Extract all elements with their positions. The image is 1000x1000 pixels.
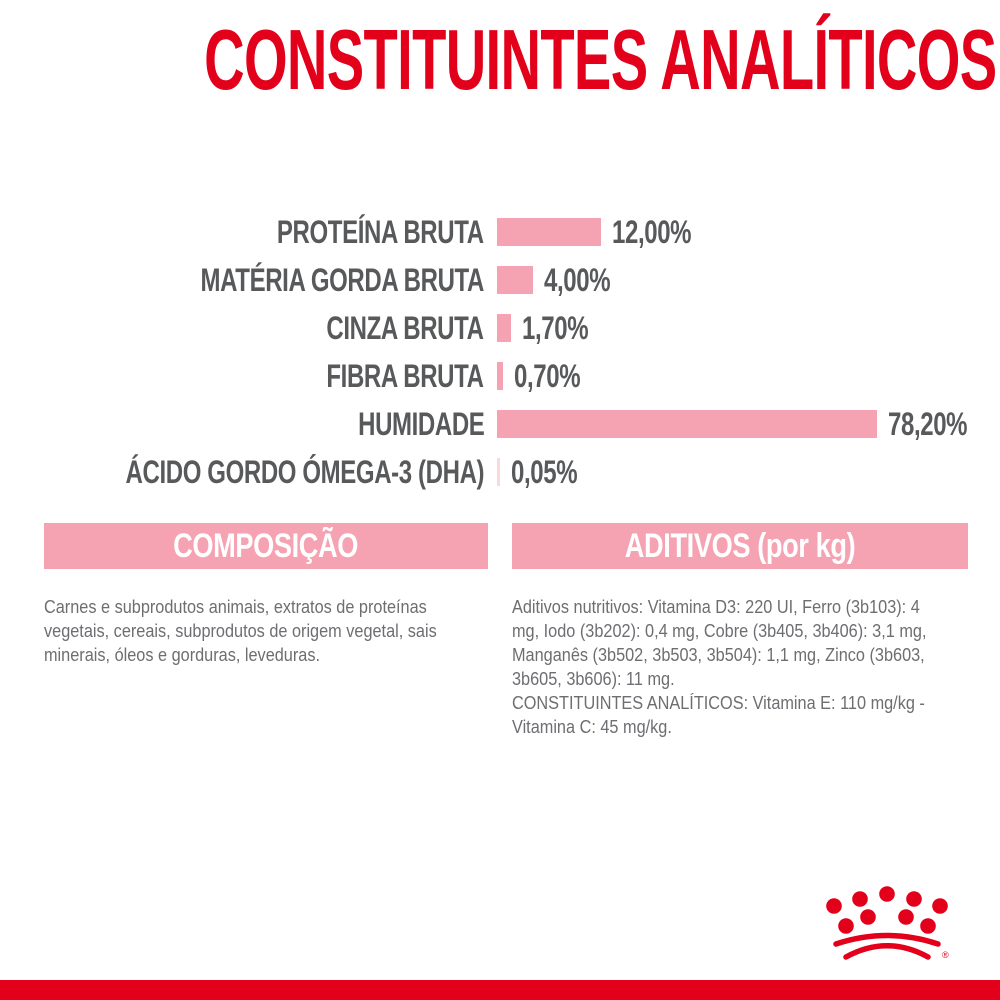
composition-header: COMPOSIÇÃO — [44, 523, 488, 569]
additives-heading-label: ADITIVOS (por kg) — [624, 526, 856, 565]
chart-bar — [497, 362, 503, 390]
chart-category-label: PROTEÍNA BRUTA — [0, 214, 484, 251]
chart-value: 0,70% — [514, 358, 602, 395]
info-columns: COMPOSIÇÃO Carnes e subprodutos animais,… — [44, 523, 968, 739]
chart-row: HUMIDADE 78,20% — [0, 400, 1000, 448]
chart-value-text: 1,70% — [522, 309, 589, 346]
chart-category-label: CINZA BRUTA — [0, 309, 485, 347]
chart-row: MATÉRIA GORDA BRUTA 4,00% — [0, 256, 1000, 304]
chart-bar — [497, 458, 500, 486]
chart-value: 12,00% — [612, 214, 718, 251]
chart-row: PROTEÍNA BRUTA 12,00% — [0, 208, 1000, 256]
page-title-text: CONSTITUINTES ANALÍTICOS — [204, 13, 997, 108]
crown-dots — [826, 886, 948, 934]
chart-row: FIBRA BRUTA 0,70% — [0, 352, 1000, 400]
chart-category-label-text: PROTEÍNA BRUTA — [277, 213, 484, 250]
analytical-constituents-chart: PROTEÍNA BRUTA 12,00% MATÉRIA GORDA BRUTA 4… — [0, 208, 1000, 496]
chart-category-label: MATÉRIA GORDA BRUTA — [0, 262, 484, 299]
chart-value-text: 0,05% — [511, 453, 578, 490]
chart-bar — [497, 314, 511, 342]
chart-row: CINZA BRUTA 1,70% — [0, 304, 1000, 352]
chart-value: 1,70% — [522, 310, 610, 347]
composition-section: COMPOSIÇÃO Carnes e subprodutos animais,… — [44, 523, 488, 739]
bottom-red-bar — [0, 980, 1000, 1000]
page-title: CONSTITUINTES ANALÍTICOS — [0, 18, 1000, 103]
chart-bar — [497, 410, 877, 438]
registered-mark: ® — [942, 950, 949, 960]
composition-text: Carnes e subprodutos animais, extratos d… — [44, 596, 437, 665]
chart-category-label-text: CINZA BRUTA — [326, 309, 485, 346]
chart-category-label: ÁCIDO GORDO ÓMEGA-3 (DHA) — [0, 454, 484, 491]
crown-arcs — [833, 932, 941, 960]
additives-nutritional-text: Aditivos nutritivos: Vitamina D3: 220 UI… — [512, 596, 927, 689]
chart-row: ÁCIDO GORDO ÓMEGA-3 (DHA) 0,05% — [0, 448, 1000, 496]
chart-category-label-text: MATÉRIA GORDA BRUTA — [200, 261, 484, 298]
chart-category-label: FIBRA BRUTA — [0, 357, 485, 395]
additives-analytical-text: CONSTITUINTES ANALÍTICOS: Vitamina E: 11… — [512, 692, 925, 737]
additives-header: ADITIVOS (por kg) — [512, 523, 968, 569]
chart-bar — [497, 218, 601, 246]
chart-category-label-text: FIBRA BRUTA — [326, 357, 485, 394]
chart-category-label: HUMIDADE — [0, 405, 485, 443]
chart-category-label-text: HUMIDADE — [357, 405, 485, 442]
chart-value-text: 78,20% — [888, 405, 968, 442]
composition-heading-label: COMPOSIÇÃO — [173, 526, 359, 565]
additives-section: ADITIVOS (por kg) Aditivos nutritivos: V… — [512, 523, 968, 739]
chart-value-text: 4,00% — [544, 261, 611, 298]
chart-value: 4,00% — [544, 262, 632, 299]
chart-value: 78,20% — [888, 406, 994, 443]
chart-value-text: 12,00% — [612, 213, 692, 250]
chart-value: 0,05% — [511, 454, 599, 491]
chart-value-text: 0,70% — [514, 357, 581, 394]
royal-canin-crown-logo: ® — [826, 886, 949, 960]
chart-category-label-text: ÁCIDO GORDO ÓMEGA-3 (DHA) — [125, 453, 484, 490]
chart-bar — [497, 266, 533, 294]
